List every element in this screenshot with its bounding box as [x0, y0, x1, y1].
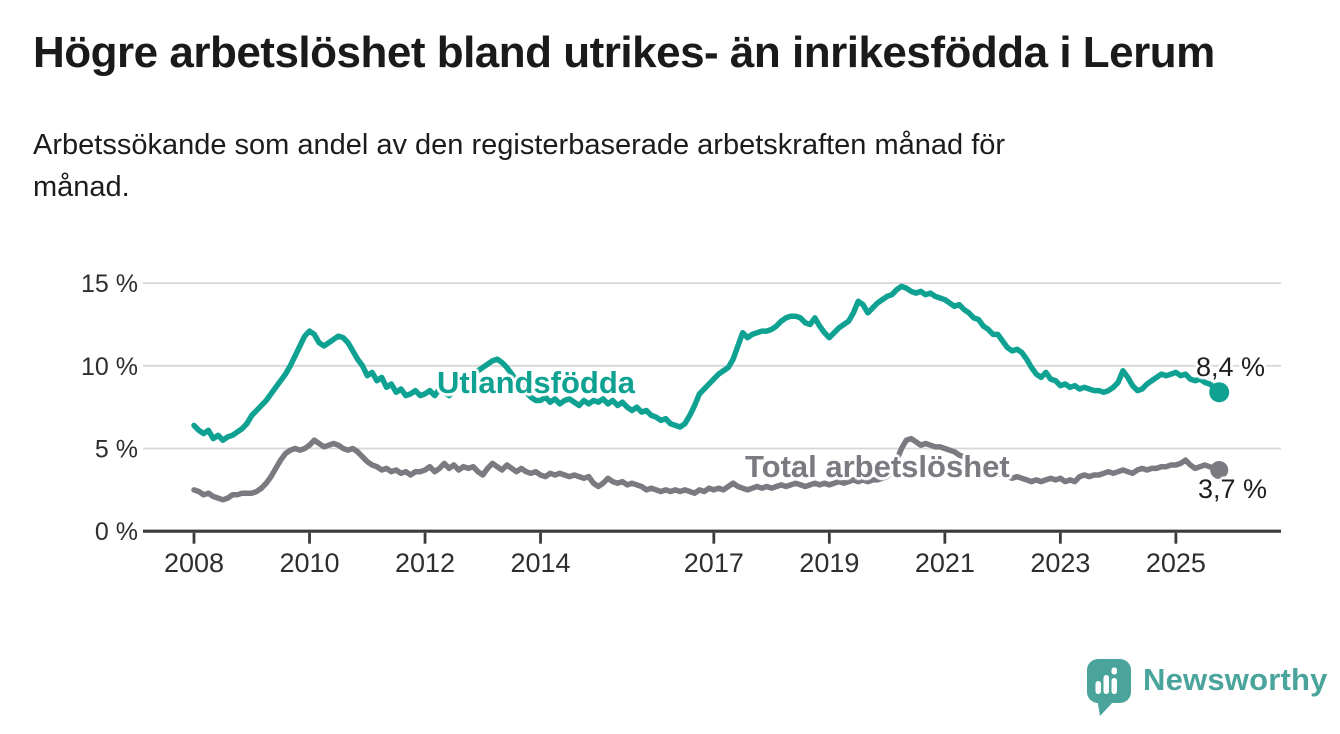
x-axis-tick-label: 2008: [164, 548, 224, 578]
newsworthy-logo: Newsworthy: [1086, 658, 1328, 718]
x-axis-tick-label: 2012: [395, 548, 455, 578]
x-axis-tick-label: 2023: [1030, 548, 1090, 578]
end-value-label-total: 3,7 %: [1198, 474, 1268, 504]
page-subtitle: Arbetssökande som andel av den registerb…: [33, 124, 1005, 208]
x-axis-tick-label: 2014: [511, 548, 571, 578]
x-axis-tick-label: 2010: [279, 548, 339, 578]
x-axis-tick-label: 2019: [799, 548, 859, 578]
x-axis-tick-label: 2025: [1146, 548, 1206, 578]
page-title: Högre arbetslöshet bland utrikes- än inr…: [33, 28, 1215, 77]
series-line-total: [191, 435, 1222, 503]
series-label-utlandsfodda: Utlandsfödda: [437, 365, 636, 400]
series-line-utlandsfodda: [191, 283, 1222, 443]
series-end-dot-total: [1210, 461, 1229, 479]
x-axis-tick-label: 2017: [684, 548, 744, 578]
series-end-dot-utlandsfodda: [1209, 382, 1230, 403]
subtitle-line-2: månad.: [33, 171, 130, 203]
y-axis-tick-label: 15 %: [81, 270, 138, 298]
newsworthy-logo-text: Newsworthy: [1143, 662, 1328, 697]
x-axis-tick-label: 2021: [915, 548, 975, 578]
series-label-total-arbetsloshet: Total arbetslöshet: [745, 449, 1010, 484]
y-axis-tick-label: 5 %: [95, 436, 138, 464]
y-axis-tick-label: 10 %: [81, 353, 138, 381]
subtitle-line-1: Arbetssökande som andel av den registerb…: [33, 129, 1006, 161]
newsworthy-logo-icon: [1087, 659, 1131, 716]
end-value-label-utlandsfodda: 8,4 %: [1196, 352, 1266, 382]
y-axis-tick-label: 0 %: [95, 518, 138, 546]
